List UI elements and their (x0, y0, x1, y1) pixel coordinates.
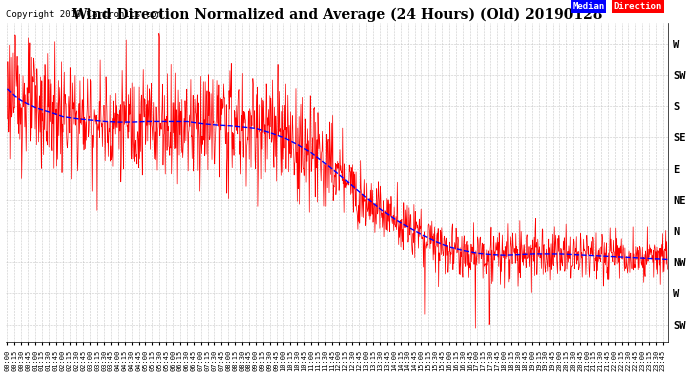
Text: Median: Median (573, 2, 604, 11)
Title: Wind Direction Normalized and Average (24 Hours) (Old) 20190128: Wind Direction Normalized and Average (2… (72, 8, 603, 22)
Text: Copyright 2019 Cartronics.com: Copyright 2019 Cartronics.com (6, 10, 162, 19)
Text: Direction: Direction (613, 2, 662, 11)
